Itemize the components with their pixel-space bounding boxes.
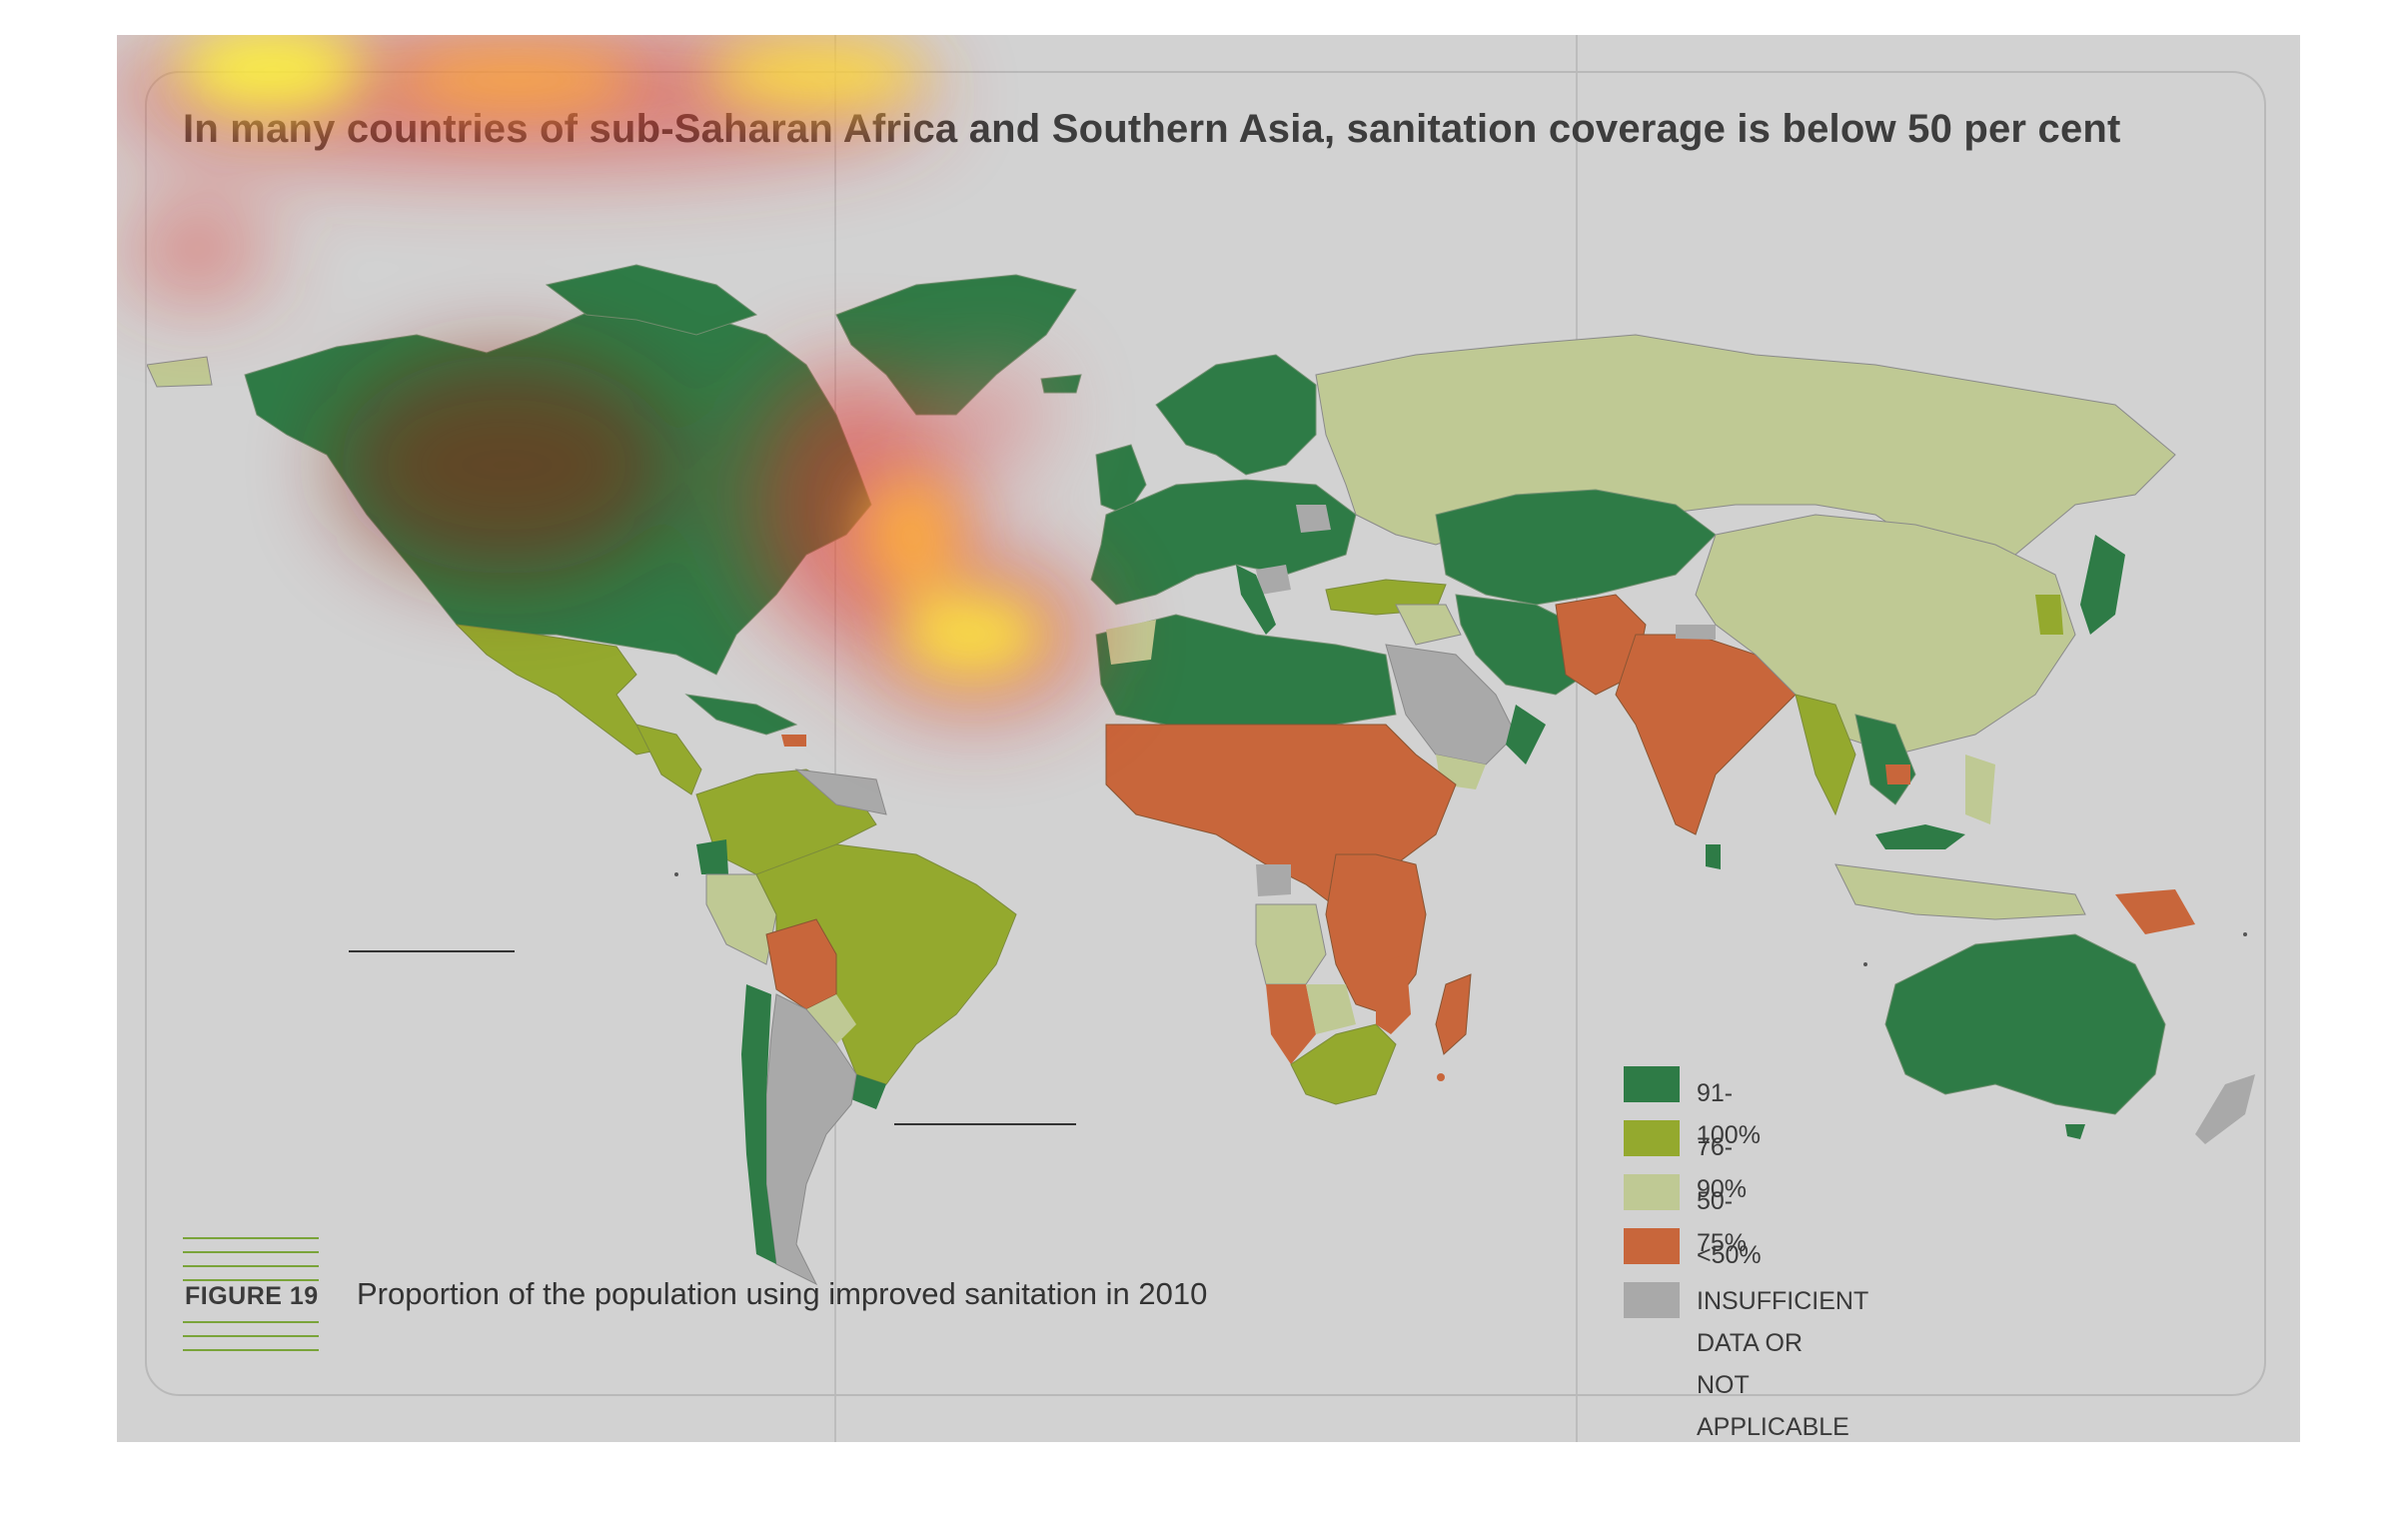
region-italy [1236,565,1276,635]
region-madagascar [1435,973,1472,1055]
region-papua-new-guinea [2115,889,2195,934]
region-gabon-congo [1256,864,1291,896]
region-central-america [635,724,702,795]
region-china-mongolia [1695,514,2076,756]
legend-swatch-50-75 [1624,1174,1680,1210]
region-japan [2080,535,2125,635]
region-indonesia [1834,863,2086,920]
region-oman [1506,705,1546,764]
region-tasmania [2065,1124,2085,1139]
region-balkans-gap [1256,565,1291,595]
world-map [146,264,2255,1286]
legend-label: INSUFFICIENT DATA OR NOT APPLICABLE [1697,1287,1868,1441]
region-scandinavia [1155,354,1317,476]
region-eastern-europe-gaps [1296,505,1331,533]
fold-line [834,35,836,1442]
legend-label: 50-75% [1697,1187,1748,1257]
region-philippines [1965,755,1995,824]
region-cambodia [1885,764,1910,784]
region-malaysia [1875,824,1965,849]
region-arctic-islands [545,264,758,336]
region-central-asia [1435,489,1717,606]
legend-label: 91-100% [1697,1079,1761,1149]
region-uruguay [851,1074,886,1109]
region-paraguay [806,994,856,1044]
region-nepal [1676,625,1716,640]
region-saudi-arabia [1385,644,1517,765]
region-ecuador [696,839,728,874]
region-south-africa [1290,1023,1397,1105]
legend-label: <50% [1697,1241,1762,1269]
region-alaska-tip [146,356,213,388]
region-namibia [1266,984,1316,1064]
figure-label-block: FIGURE 19 [183,1234,323,1354]
region-mozambique [1376,954,1411,1034]
map-title: In many countries of sub-Saharan Africa … [183,107,2121,151]
legend-swatch-insufficient-data [1624,1282,1680,1318]
region-india [1615,634,1797,835]
region-guianas [794,768,887,815]
figure-caption: Proportion of the population using impro… [357,1276,1208,1311]
figure-number: FIGURE 19 [183,1282,321,1311]
region-caribbean [684,694,798,736]
region-morocco [1106,620,1156,665]
region-new-zealand [2195,1074,2255,1144]
region-sri-lanka [1706,844,1721,869]
region-botswana [1306,984,1356,1034]
region-uk-ireland [1095,444,1147,516]
region-iraq-syria [1395,604,1462,646]
region-chile [741,984,776,1264]
map-frame [145,71,2266,1396]
legend-swatch-below-50 [1624,1228,1680,1264]
region-australia [1884,933,2166,1115]
region-haiti [781,735,806,747]
legend-swatch-76-90 [1624,1120,1680,1156]
region-myanmar-thailand [1795,694,1856,816]
fold-line [1576,35,1578,1442]
legend-swatch-91-100 [1624,1066,1680,1102]
region-iran [1455,594,1587,696]
legend-label: 76-90% [1697,1133,1748,1203]
map-panel: In many countries of sub-Saharan Africa … [117,35,2300,1442]
region-korea [2035,595,2063,635]
